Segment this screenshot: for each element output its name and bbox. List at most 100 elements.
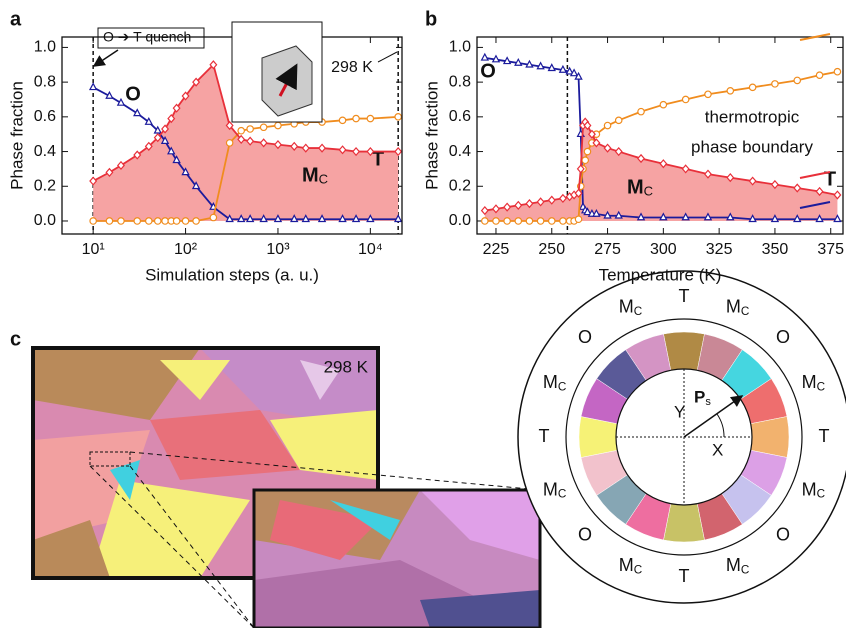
marker [172, 155, 181, 164]
marker [366, 114, 375, 123]
marker [105, 167, 114, 178]
marker [144, 217, 153, 225]
marker [569, 68, 579, 77]
y-axis-label: Phase fraction [7, 81, 26, 190]
marker [793, 76, 802, 85]
marker [301, 143, 310, 153]
panel-label: a [10, 8, 22, 30]
x-axis-label: Temperature (K) [599, 265, 722, 284]
x-tick-label: 275 [594, 241, 621, 258]
marker [770, 179, 779, 190]
y-tick-label: 0.8 [449, 73, 471, 90]
x-tick-label: 10² [174, 241, 198, 258]
marker [394, 146, 403, 157]
annotation: O ➔ T quench [103, 29, 191, 45]
x-tick-label: 300 [650, 241, 677, 258]
area [93, 64, 399, 221]
wheel-label: T [819, 426, 830, 446]
zoom-line [129, 465, 255, 628]
marker [153, 133, 162, 143]
marker [574, 71, 583, 80]
marker [815, 214, 824, 223]
marker [352, 146, 361, 157]
wheel-label: O [578, 327, 592, 347]
marker [614, 116, 623, 125]
marker [192, 77, 201, 87]
annotation-arrow [799, 171, 831, 179]
marker [637, 153, 646, 164]
marker [133, 150, 142, 160]
marker [603, 143, 612, 153]
marker [770, 214, 780, 223]
wheel-label: T [539, 426, 550, 446]
marker [815, 71, 824, 79]
y-tick-label: 0.4 [449, 143, 471, 160]
annotation-arrow [377, 51, 398, 63]
marker [614, 146, 623, 157]
marker [393, 214, 403, 223]
x-axis-label: Simulation steps (a. u.) [145, 265, 319, 284]
panel-label: b [425, 8, 437, 30]
marker [574, 188, 583, 198]
marker [225, 139, 234, 147]
marker [153, 125, 162, 134]
annotation: 298 K [331, 59, 373, 76]
series-label: O [125, 83, 141, 105]
marker [748, 214, 757, 223]
marker [225, 120, 234, 131]
marker [726, 172, 735, 183]
marker [167, 146, 176, 155]
angle-arc [716, 413, 725, 438]
marker [536, 197, 545, 207]
marker [592, 138, 601, 148]
marker [491, 54, 501, 63]
marker [192, 217, 200, 225]
marker [161, 217, 169, 225]
marker [503, 217, 511, 225]
marker [583, 147, 592, 156]
marker [558, 64, 568, 73]
marker [259, 214, 268, 223]
y-tick-label: 0.4 [34, 143, 56, 160]
marker [525, 217, 534, 225]
marker [338, 214, 347, 223]
marker [592, 208, 601, 217]
marker [172, 217, 181, 225]
polarization-arrow [683, 395, 744, 438]
wheel-label: T [679, 566, 690, 586]
marker [726, 87, 735, 95]
marker [833, 67, 842, 76]
marker [301, 214, 310, 223]
marker [559, 217, 567, 225]
marker [502, 56, 512, 65]
marker [225, 214, 234, 223]
x-tick-label: 350 [762, 241, 789, 258]
marker [583, 207, 592, 216]
marker [338, 145, 347, 155]
marker [273, 139, 282, 150]
marker [815, 186, 824, 197]
wheel-label: T [679, 286, 690, 306]
marker [748, 176, 757, 186]
marker [492, 217, 500, 225]
plot: 0.0 0.2 0.4 0.6 0.8 1.0 225 250 275 300 325 350 375 O… [422, 8, 844, 284]
marker [514, 200, 523, 210]
marker [181, 217, 190, 225]
wheel-x-label: X [712, 440, 723, 459]
marker [558, 193, 567, 204]
marker [681, 212, 690, 221]
marker [603, 210, 612, 219]
marker [317, 214, 327, 223]
marker [659, 159, 668, 169]
zoom-box [89, 451, 131, 467]
marker [89, 176, 98, 186]
marker [636, 212, 646, 221]
marker [771, 80, 779, 88]
annotation-arrow [799, 33, 831, 41]
marker [581, 156, 590, 165]
y-tick-label: 0.6 [34, 108, 56, 125]
x-tick-label: 10⁴ [358, 241, 383, 258]
wheel-y-label: Y [674, 402, 685, 421]
y-tick-label: 0.2 [449, 177, 471, 194]
marker [576, 164, 585, 174]
